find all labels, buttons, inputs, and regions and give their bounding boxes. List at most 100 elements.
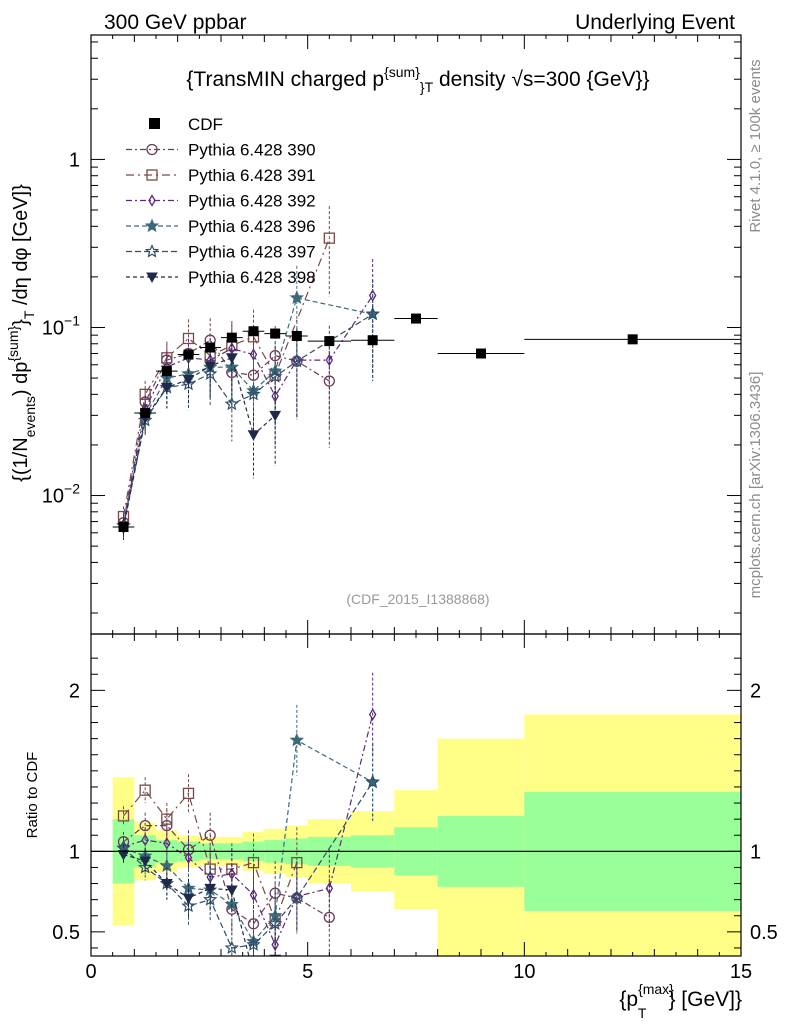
cdf-point [476,348,486,359]
marker-triangle-down [225,353,238,364]
marker-triangle-down [182,893,195,905]
marker-triangle-down [225,885,238,897]
cdf-point [161,366,172,377]
cdf-uncertainty-bands [112,714,741,956]
x-tick-label: 15 [730,961,752,983]
upper-ylabel-d: /dη dφ [GeV]} [10,184,32,311]
plot-title-sub: }T [420,79,434,95]
cdf-data-layer [112,313,741,532]
cdf-point [248,326,259,337]
marker-star [246,386,261,401]
marker-triangle-down [269,410,282,422]
marker-diamond [325,882,334,895]
marker-triangle-down [247,430,260,441]
series-line-0 [122,339,330,523]
marker-square [146,169,158,181]
marker-square [182,787,195,800]
marker-star [289,353,304,368]
marker-triangle-down [204,361,217,373]
marker-diamond [249,348,258,361]
marker-triangle-down [160,382,173,394]
marker-square [182,332,195,345]
marker-square [323,232,335,244]
legend-label: Pythia 6.428 396 [188,217,316,236]
marker-square [117,810,130,822]
series-line-2 [122,295,374,525]
upper-ytick-exp: −2 [64,481,80,497]
upper-ytick-base: 10 [42,317,64,339]
marker-circle [204,829,216,841]
marker-star [268,916,283,930]
marker-star [268,369,283,383]
marker-square [139,784,151,796]
marker-star [289,732,304,747]
upper-ytick-label: 10−1 [42,312,80,339]
upper-ylabel-c: } [10,319,32,326]
upper-ylabel-a-sub: events [22,396,38,437]
legend-label-cdf: CDF [188,115,223,134]
analysis-watermark: (CDF_2015_I1388868) [346,591,489,607]
rivet-label: Rivet 4.1.0, ≥ 100k events [747,59,764,232]
ratio-line-5 [123,854,250,956]
marker-diamond [148,194,156,207]
marker-triangle-down [182,375,195,386]
plot-title-sup: {sum} [384,64,420,80]
marker-diamond [163,837,171,850]
lower-axis-ticks: 0 5 10 15 0.5 0.5 1 1 2 2 [52,633,778,983]
cdf-point [627,334,638,345]
upper-ylabel-c-sub: T [21,310,37,319]
marker-circle [139,819,151,832]
marker-diamond [184,851,193,865]
xlabel-sub: T [638,1005,647,1021]
cdf-point [118,521,129,532]
lower-ytick-label-right: 1 [750,841,761,863]
upper-series-layer [116,206,380,540]
xlabel-b: } [GeV]} [668,988,742,1011]
cdf-point [270,328,281,339]
xlabel: {p{max} T} [GeV]} [619,981,742,1021]
marker-triangle-down [117,850,130,861]
plot-title-pre: {TransMIN charged p [186,68,384,91]
x-tick-label: 5 [302,961,313,983]
marker-triangle-down [249,970,259,979]
cdf-point [324,336,335,347]
upper-ytick-label: 1 [69,149,80,171]
upper-ytick-base: 10 [42,486,64,508]
marker-star [224,396,239,411]
cdf-point [183,349,194,360]
x-tick-label: 10 [513,961,535,983]
upper-ylabel-a: {(1/N [10,437,32,481]
marker-star [144,243,160,258]
lower-ytick-label: 1 [69,841,80,863]
cdf-point [140,407,151,418]
series-line-4 [122,313,374,527]
legend-label: Pythia 6.428 392 [188,192,316,211]
marker-diamond [249,888,258,902]
ratio-line-0 [123,824,330,925]
marker-diamond [325,353,334,367]
ratio-ylabel: Ratio to CDF [24,752,41,839]
x-tick-label: 0 [85,961,96,983]
legend-label: Pythia 6.428 391 [188,166,316,185]
marker-square [161,813,173,825]
ratio-series-layer [116,672,380,979]
marker-circle [146,143,158,156]
legend-label: Pythia 6.428 390 [188,141,316,160]
legend-marker-cdf [149,118,160,129]
plot-title: {TransMIN charged p{sum}}T density √s=30… [186,64,649,95]
legend-label: Pythia 6.428 397 [188,243,316,262]
xlabel-sup: {max} [638,981,674,997]
marker-star [224,940,239,955]
lower-ytick-label: 0.5 [52,922,80,944]
marker-triangle-down [139,856,152,868]
cdf-point [226,332,237,343]
marker-star [365,306,380,321]
marker-square [139,388,151,401]
cdf-point [291,330,302,341]
legend: CDF Pythia 6.428 390 Pythia 6.428 391 Pythi… [126,115,316,287]
header-right: Underlying Event [575,11,735,34]
ratio-line-4 [123,781,374,949]
marker-triangle-down [204,883,217,895]
lower-ytick-label-right: 0.5 [750,922,778,944]
